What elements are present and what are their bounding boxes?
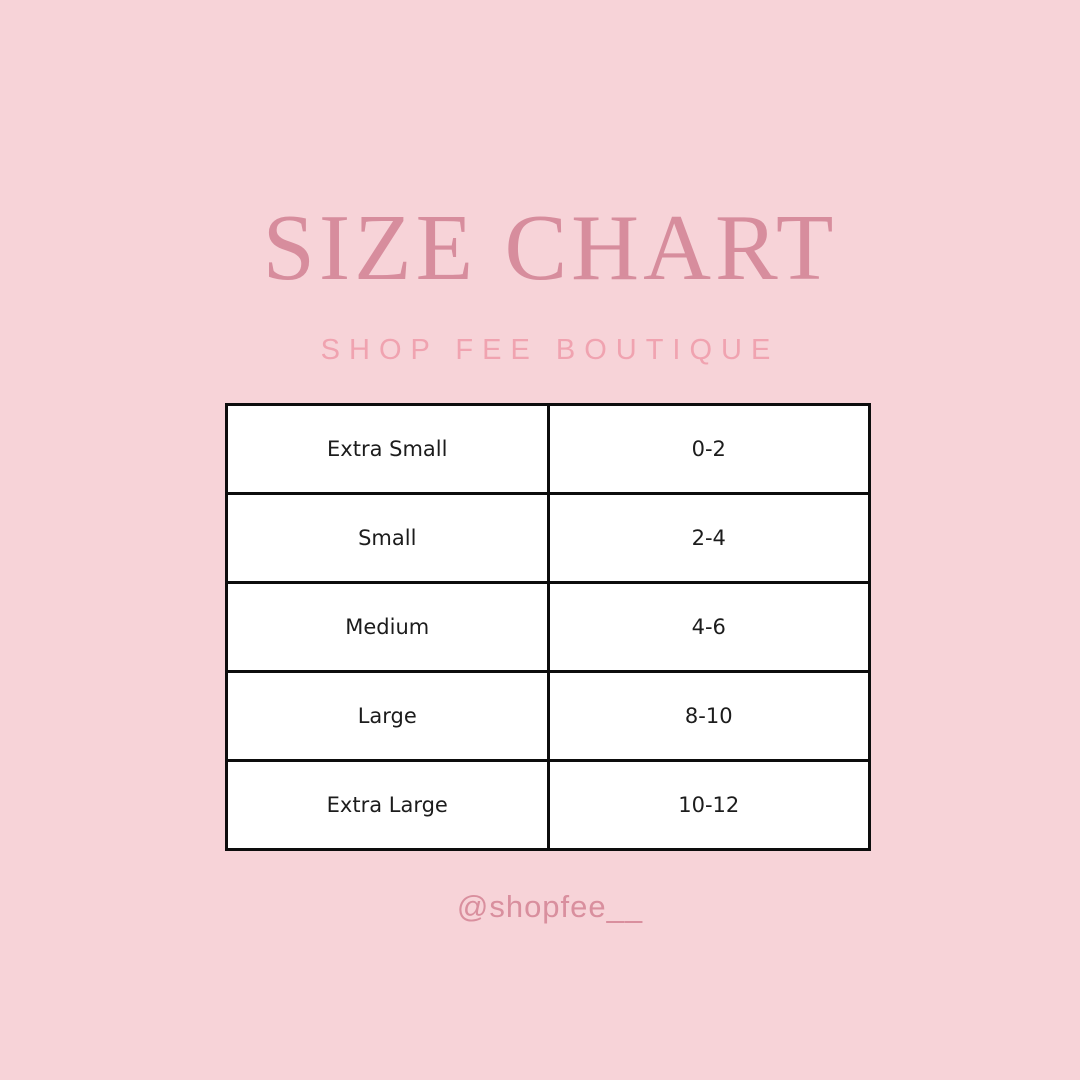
size-table: Extra Small 0-2 Small 2-4 Medium 4-6 Lar… [225,403,871,851]
social-handle: @shopfee__ [456,889,644,924]
size-range-cell: 2-4 [546,492,871,584]
page-title: SIZE CHART [262,196,838,300]
table-row: Medium 4-6 [225,581,871,673]
size-label-cell: Medium [225,581,550,673]
size-range-cell: 4-6 [546,581,871,673]
table-row: Extra Small 0-2 [225,403,871,495]
size-table-body: Extra Small 0-2 Small 2-4 Medium 4-6 Lar… [225,403,871,851]
table-row: Small 2-4 [225,492,871,584]
size-label-cell: Extra Small [225,403,550,495]
table-row: Extra Large 10-12 [225,759,871,851]
page-subtitle: SHOP FEE BOUTIQUE [320,334,780,366]
table-row: Large 8-10 [225,670,871,762]
size-range-cell: 8-10 [546,670,871,762]
size-range-cell: 0-2 [546,403,871,495]
size-label-cell: Large [225,670,550,762]
size-label-cell: Extra Large [225,759,550,851]
size-range-cell: 10-12 [546,759,871,851]
size-label-cell: Small [225,492,550,584]
